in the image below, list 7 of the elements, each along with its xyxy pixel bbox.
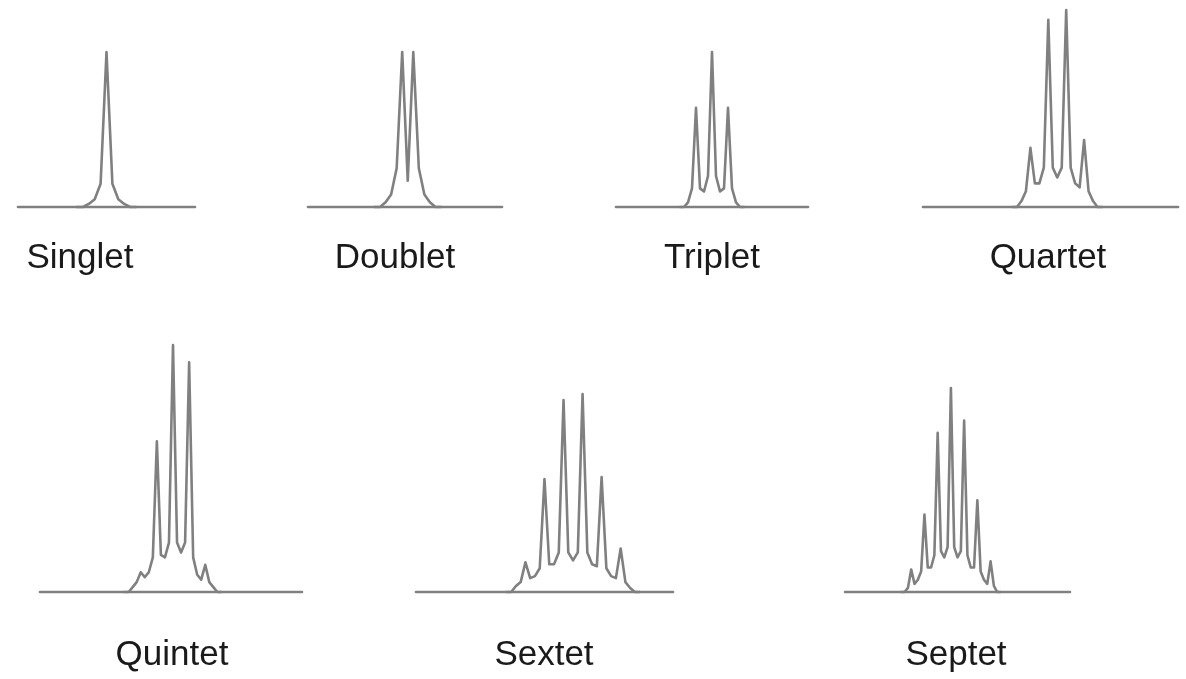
x-axis-title: Septet [905, 633, 1007, 672]
x-axis-title: Quintet [115, 633, 229, 672]
x-axis-title: Quartet [989, 236, 1107, 275]
x-axis-title: Sextet [494, 633, 594, 672]
x-axis-title: Doublet [334, 236, 456, 275]
x-axis-title: Singlet [26, 236, 134, 275]
x-axis-title: Triplet [664, 236, 761, 275]
